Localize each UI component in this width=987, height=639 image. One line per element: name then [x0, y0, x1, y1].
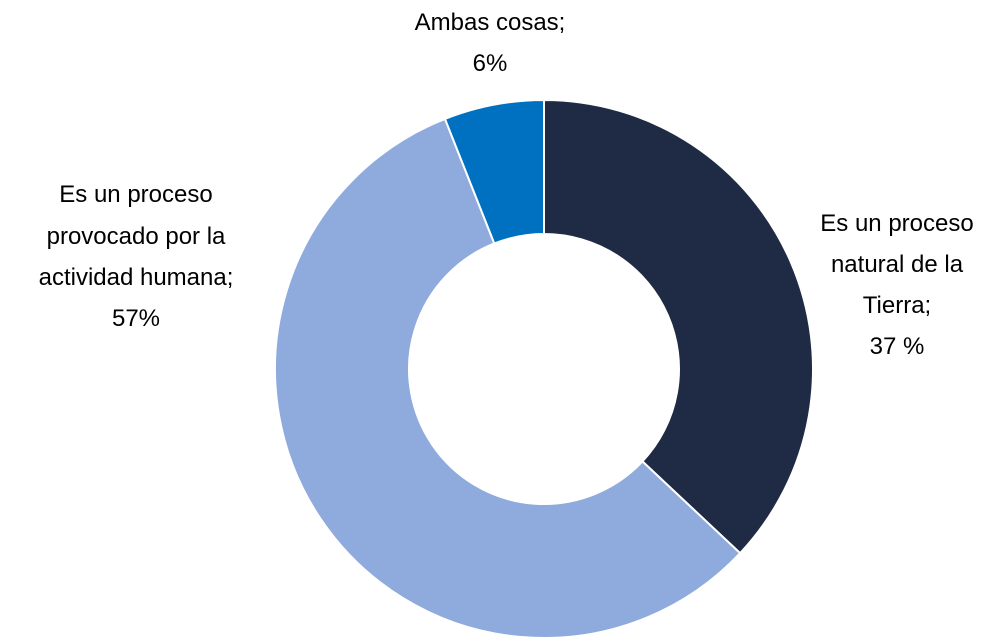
- label-natural-line-3: Tierra;: [863, 292, 931, 319]
- label-natural-line-2: natural de la: [831, 251, 964, 278]
- label-both: Ambas cosas; 6%: [415, 9, 566, 77]
- label-human-value: 57%: [112, 305, 160, 332]
- label-human-line-2: provocado por la: [47, 223, 226, 250]
- label-human-line-1: Es un proceso: [59, 181, 212, 208]
- slice-natural-process: [543, 98, 814, 555]
- slice-human-activity: [274, 117, 742, 639]
- label-natural-value: 37 %: [870, 333, 925, 360]
- label-natural: Es un proceso natural de la Tierra; 37 %: [820, 210, 973, 360]
- label-both-value: 6%: [473, 50, 508, 77]
- label-human: Es un proceso provocado por la actividad…: [39, 181, 234, 332]
- label-natural-line-1: Es un proceso: [820, 210, 973, 237]
- label-human-line-3: actividad humana;: [39, 264, 234, 291]
- slice-both: [443, 98, 545, 245]
- donut-slices: [274, 98, 814, 639]
- label-both-line-1: Ambas cosas;: [415, 9, 566, 36]
